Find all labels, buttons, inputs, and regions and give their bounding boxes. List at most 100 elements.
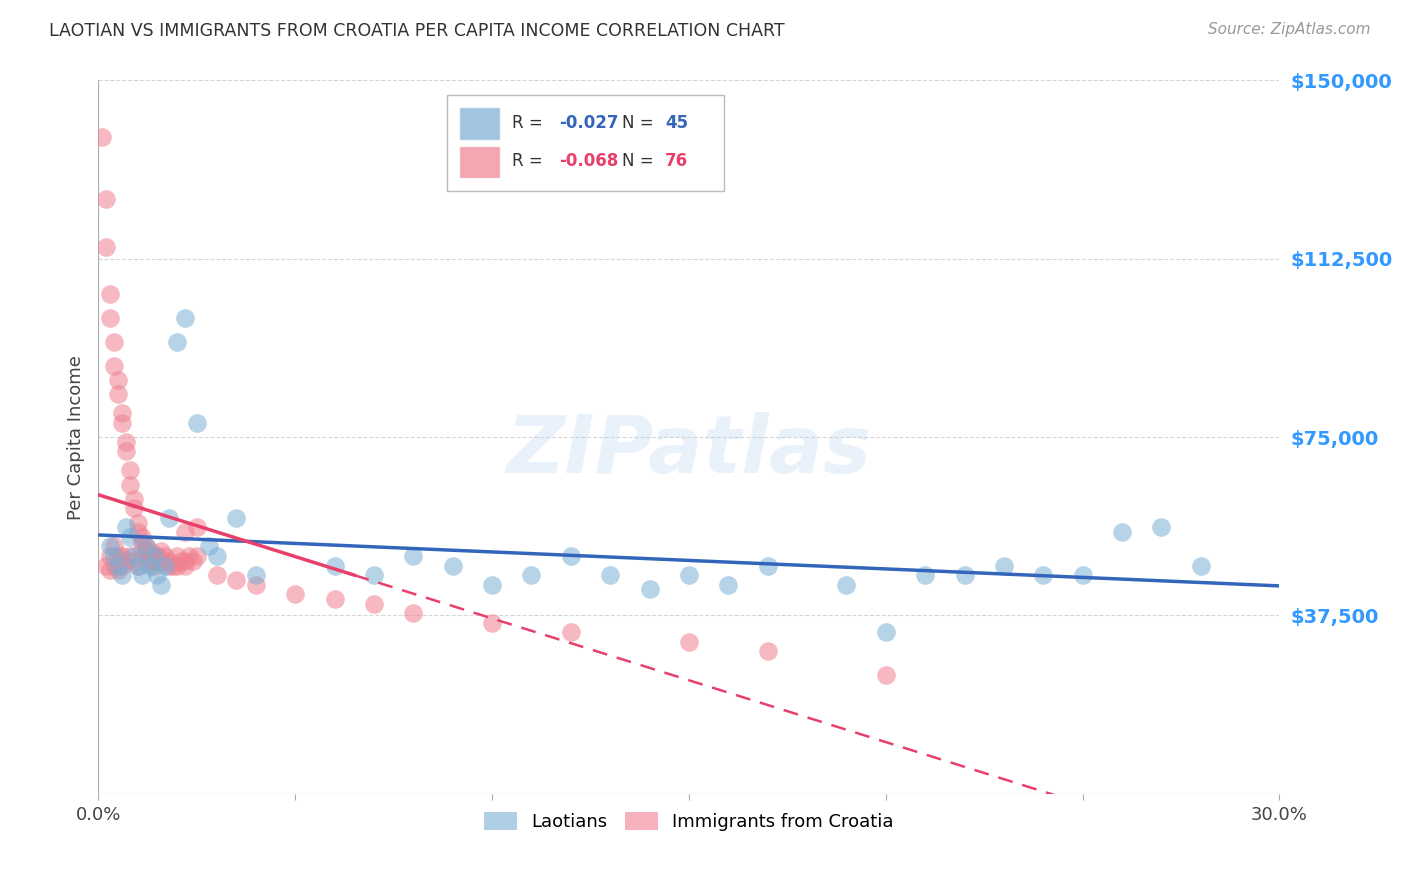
Point	[107, 563, 129, 577]
Point	[166, 549, 188, 563]
Point	[875, 668, 897, 682]
Point	[441, 558, 464, 573]
FancyBboxPatch shape	[458, 107, 501, 139]
Point	[103, 558, 125, 573]
Point	[678, 568, 700, 582]
Point	[181, 554, 204, 568]
Point	[96, 240, 118, 254]
Point	[875, 625, 897, 640]
Point	[363, 597, 385, 611]
Point	[560, 549, 582, 563]
Point	[146, 554, 169, 568]
Point	[127, 558, 149, 573]
Point	[142, 554, 165, 568]
Point	[756, 558, 779, 573]
Point	[98, 563, 121, 577]
Point	[131, 530, 153, 544]
Point	[599, 568, 621, 582]
Point	[174, 311, 197, 326]
Point	[146, 549, 169, 563]
Point	[96, 192, 118, 206]
Text: R =: R =	[512, 152, 548, 169]
Point	[138, 558, 160, 573]
Point	[103, 540, 125, 554]
Point	[122, 501, 145, 516]
Text: LAOTIAN VS IMMIGRANTS FROM CROATIA PER CAPITA INCOME CORRELATION CHART: LAOTIAN VS IMMIGRANTS FROM CROATIA PER C…	[49, 22, 785, 40]
Point	[122, 549, 145, 563]
Point	[225, 511, 247, 525]
Point	[363, 568, 385, 582]
Point	[205, 568, 228, 582]
Point	[122, 554, 145, 568]
Point	[245, 568, 267, 582]
Point	[402, 549, 425, 563]
Point	[107, 549, 129, 563]
Point	[157, 511, 180, 525]
Point	[138, 554, 160, 568]
Point	[323, 558, 346, 573]
FancyBboxPatch shape	[458, 146, 501, 178]
Point	[560, 625, 582, 640]
Text: R =: R =	[512, 114, 548, 132]
Text: Source: ZipAtlas.com: Source: ZipAtlas.com	[1208, 22, 1371, 37]
Point	[835, 577, 858, 591]
Point	[115, 434, 138, 449]
Point	[157, 558, 180, 573]
Point	[98, 311, 121, 326]
Point	[118, 463, 141, 477]
Point	[135, 540, 157, 554]
Point	[111, 549, 134, 563]
Point	[142, 549, 165, 563]
Point	[131, 568, 153, 582]
Y-axis label: Per Capita Income: Per Capita Income	[66, 355, 84, 519]
Point	[127, 525, 149, 540]
Point	[157, 554, 180, 568]
Point	[186, 520, 208, 534]
Point	[638, 582, 661, 597]
Point	[323, 591, 346, 606]
Point	[127, 516, 149, 530]
Text: ZIPatlas: ZIPatlas	[506, 412, 872, 491]
Point	[162, 558, 184, 573]
Text: -0.068: -0.068	[560, 152, 619, 169]
Point	[1111, 525, 1133, 540]
Point	[146, 549, 169, 563]
Point	[111, 416, 134, 430]
Point	[150, 554, 173, 568]
Point	[138, 549, 160, 563]
Point	[166, 558, 188, 573]
Point	[122, 491, 145, 506]
Point	[131, 534, 153, 549]
Point	[150, 544, 173, 558]
Point	[135, 549, 157, 563]
Point	[115, 520, 138, 534]
Point	[111, 558, 134, 573]
Point	[953, 568, 976, 582]
Point	[98, 549, 121, 563]
Point	[1150, 520, 1173, 534]
Point	[115, 554, 138, 568]
FancyBboxPatch shape	[447, 95, 724, 191]
Point	[135, 540, 157, 554]
Point	[107, 373, 129, 387]
Point	[914, 568, 936, 582]
Point	[170, 554, 193, 568]
Point	[98, 540, 121, 554]
Point	[155, 549, 177, 563]
Point	[111, 568, 134, 582]
Point	[138, 544, 160, 558]
Point	[481, 577, 503, 591]
Point	[150, 577, 173, 591]
Point	[118, 530, 141, 544]
Point	[118, 477, 141, 491]
Point	[107, 387, 129, 401]
Point	[717, 577, 740, 591]
Point	[245, 577, 267, 591]
Point	[1189, 558, 1212, 573]
Legend: Laotians, Immigrants from Croatia: Laotians, Immigrants from Croatia	[477, 805, 901, 838]
Point	[127, 558, 149, 573]
Point	[197, 540, 219, 554]
Point	[135, 544, 157, 558]
Point	[118, 549, 141, 563]
Point	[103, 549, 125, 563]
